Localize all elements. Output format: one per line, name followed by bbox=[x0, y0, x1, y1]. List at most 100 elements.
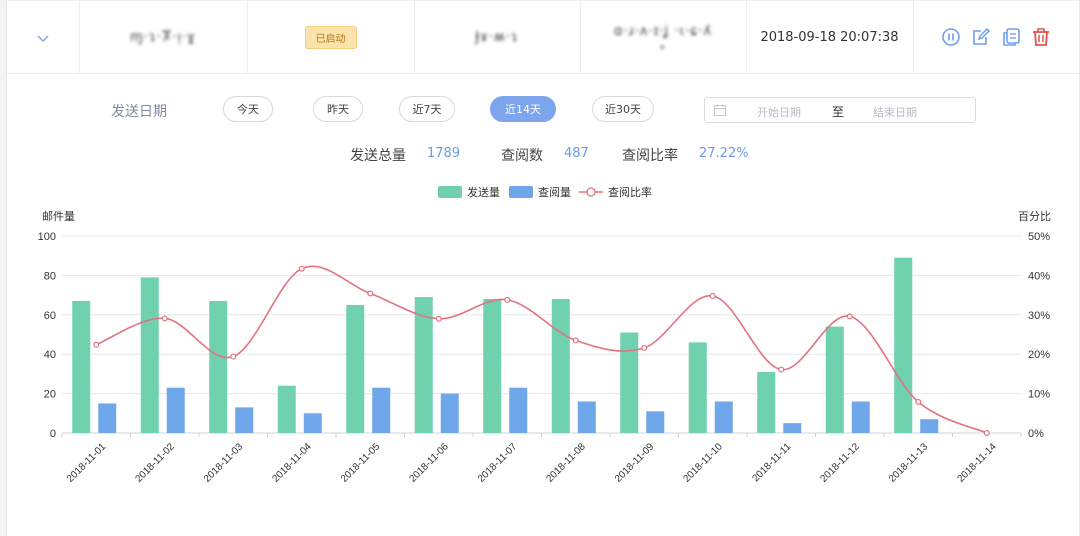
ratio-point bbox=[504, 296, 511, 303]
x-tick-label: 2018-11-14 bbox=[955, 441, 999, 485]
ratio-point bbox=[709, 292, 716, 299]
x-tick-label: 2018-11-13 bbox=[887, 441, 931, 485]
ratio-point bbox=[846, 313, 853, 320]
bar-read bbox=[509, 387, 528, 433]
y2-tick-label: 40% bbox=[1028, 270, 1050, 282]
edit-icon[interactable] bbox=[970, 26, 992, 48]
bar-read bbox=[235, 407, 254, 433]
ratio-point bbox=[435, 315, 442, 322]
y2-tick-label: 20% bbox=[1028, 349, 1050, 361]
ratio-point bbox=[983, 430, 990, 437]
send-date-label: 发送日期 bbox=[111, 104, 167, 120]
read-ratio-value: 27.22% bbox=[699, 146, 749, 161]
legend-read-label: 查阅量 bbox=[538, 185, 571, 199]
bar-read bbox=[783, 423, 802, 433]
bar-read bbox=[646, 411, 665, 433]
ratio-point bbox=[298, 265, 305, 272]
bar-read bbox=[166, 387, 185, 433]
start-date-input[interactable]: 开始日期 bbox=[757, 106, 801, 119]
bar-sent bbox=[757, 371, 776, 433]
filter-14days-button[interactable]: 近14天 bbox=[490, 96, 556, 122]
mail-stats-chart: 0 0% 20 10% 40 20% 60 30% 80 40% 100 50% 邮件量 百分比 2018-… bbox=[38, 185, 1051, 485]
ratio-line bbox=[95, 265, 988, 434]
copy-icon[interactable] bbox=[1000, 26, 1022, 48]
bar-sent bbox=[140, 277, 159, 433]
status-badge: 已启动 bbox=[304, 25, 357, 49]
read-count-value: 487 bbox=[564, 146, 589, 161]
bar-sent bbox=[483, 299, 502, 433]
ratio-point bbox=[93, 341, 100, 348]
y-tick-label: 100 bbox=[38, 231, 56, 243]
send-datetime: 2018-09-18 20:07:38 bbox=[760, 29, 899, 45]
task-name-cell: ɱ·ɿ·Ⴟ·ᴉ·ɣ bbox=[79, 1, 248, 73]
y2-tick-label: 30% bbox=[1028, 310, 1050, 322]
total-sent-value: 1789 bbox=[427, 146, 461, 161]
subject-sub: ʁ bbox=[660, 42, 666, 51]
x-tick-label: 2018-11-10 bbox=[681, 441, 725, 485]
y2-tick-label: 0% bbox=[1028, 428, 1044, 440]
sender-name: Ɉɤ·ʍ·ɿ bbox=[475, 29, 519, 45]
y-tick-label: 20 bbox=[44, 389, 56, 401]
legend-read-swatch bbox=[509, 186, 533, 198]
content-panel: ɱ·ɿ·Ⴟ·ᴉ·ɣ 已启动 Ɉɤ·ʍ·ɿ ɑ·ɹ·ʌ·ɪ·ʝ ·ɩ·ɕ·ʎ ʁ … bbox=[6, 0, 1080, 536]
subject-cell: ɑ·ɹ·ʌ·ɪ·ʝ ·ɩ·ɕ·ʎ ʁ bbox=[580, 1, 747, 73]
delete-icon[interactable] bbox=[1030, 26, 1052, 48]
x-tick-label: 2018-11-02 bbox=[133, 441, 177, 485]
bar-sent bbox=[209, 301, 228, 433]
bar-read bbox=[372, 387, 391, 433]
ratio-point bbox=[778, 366, 785, 373]
bar-sent bbox=[277, 385, 296, 433]
filter-30days-button[interactable]: 近30天 bbox=[592, 96, 654, 122]
bar-sent bbox=[414, 297, 433, 433]
bar-read bbox=[98, 403, 117, 433]
read-ratio-label: 查阅比率 bbox=[622, 148, 678, 164]
filter-7days-button[interactable]: 近7天 bbox=[399, 96, 455, 122]
end-date-input[interactable]: 结束日期 bbox=[873, 106, 917, 119]
bar-sent bbox=[346, 304, 365, 433]
ratio-point bbox=[641, 344, 648, 351]
x-tick-label: 2018-11-11 bbox=[750, 441, 793, 484]
date-range-picker[interactable]: 开始日期 至 结束日期 bbox=[704, 97, 976, 123]
y-tick-label: 40 bbox=[44, 349, 56, 361]
ratio-point bbox=[367, 290, 374, 297]
legend-ratio-label: 查阅比率 bbox=[608, 185, 652, 199]
bar-sent bbox=[688, 342, 707, 433]
y-tick-label: 60 bbox=[44, 310, 56, 322]
y-tick-label: 80 bbox=[44, 270, 56, 282]
bar-read bbox=[851, 401, 870, 433]
ratio-point bbox=[915, 398, 922, 405]
datetime-cell: 2018-09-18 20:07:38 bbox=[746, 1, 914, 73]
expand-cell[interactable] bbox=[7, 1, 80, 73]
record-row: ɱ·ɿ·Ⴟ·ᴉ·ɣ 已启动 Ɉɤ·ʍ·ɿ ɑ·ɹ·ʌ·ɪ·ʝ ·ɩ·ɕ·ʎ ʁ … bbox=[7, 0, 1079, 74]
x-tick-label: 2018-11-12 bbox=[818, 441, 862, 485]
x-tick-label: 2018-11-04 bbox=[270, 441, 314, 485]
x-tick-label: 2018-11-09 bbox=[613, 441, 657, 485]
total-sent-label: 发送总量 bbox=[350, 148, 406, 164]
x-tick-label: 2018-11-05 bbox=[339, 441, 383, 485]
x-tick-label: 2018-11-08 bbox=[544, 441, 588, 485]
filter-today-button[interactable]: 今天 bbox=[223, 96, 273, 122]
bar-sent bbox=[825, 326, 844, 433]
bar-sent bbox=[72, 301, 91, 433]
ratio-point bbox=[161, 315, 168, 322]
sender-cell: Ɉɤ·ʍ·ɿ bbox=[414, 1, 581, 73]
x-tick-label: 2018-11-03 bbox=[202, 441, 246, 485]
bar-sent bbox=[894, 257, 913, 433]
subject: ɑ·ɹ·ʌ·ɪ·ʝ ·ɩ·ɕ·ʎ bbox=[613, 23, 713, 39]
chevron-down-icon[interactable] bbox=[37, 28, 49, 47]
bar-read bbox=[714, 401, 733, 433]
y-tick-label: 0 bbox=[50, 428, 56, 440]
status-cell: 已启动 bbox=[247, 1, 415, 73]
legend-sent-label: 发送量 bbox=[467, 185, 500, 199]
x-tick-label: 2018-11-07 bbox=[476, 441, 520, 485]
bar-read bbox=[577, 401, 596, 433]
calendar-icon bbox=[713, 103, 727, 117]
filter-yesterday-button[interactable]: 昨天 bbox=[313, 96, 363, 122]
x-tick-label: 2018-11-06 bbox=[407, 441, 451, 485]
legend-sent-swatch bbox=[438, 186, 462, 198]
pause-icon[interactable] bbox=[940, 26, 962, 48]
y2-tick-label: 50% bbox=[1028, 231, 1050, 243]
y2-axis-label: 百分比 bbox=[1018, 210, 1051, 223]
ratio-point bbox=[230, 353, 237, 360]
ratio-point bbox=[572, 337, 579, 344]
